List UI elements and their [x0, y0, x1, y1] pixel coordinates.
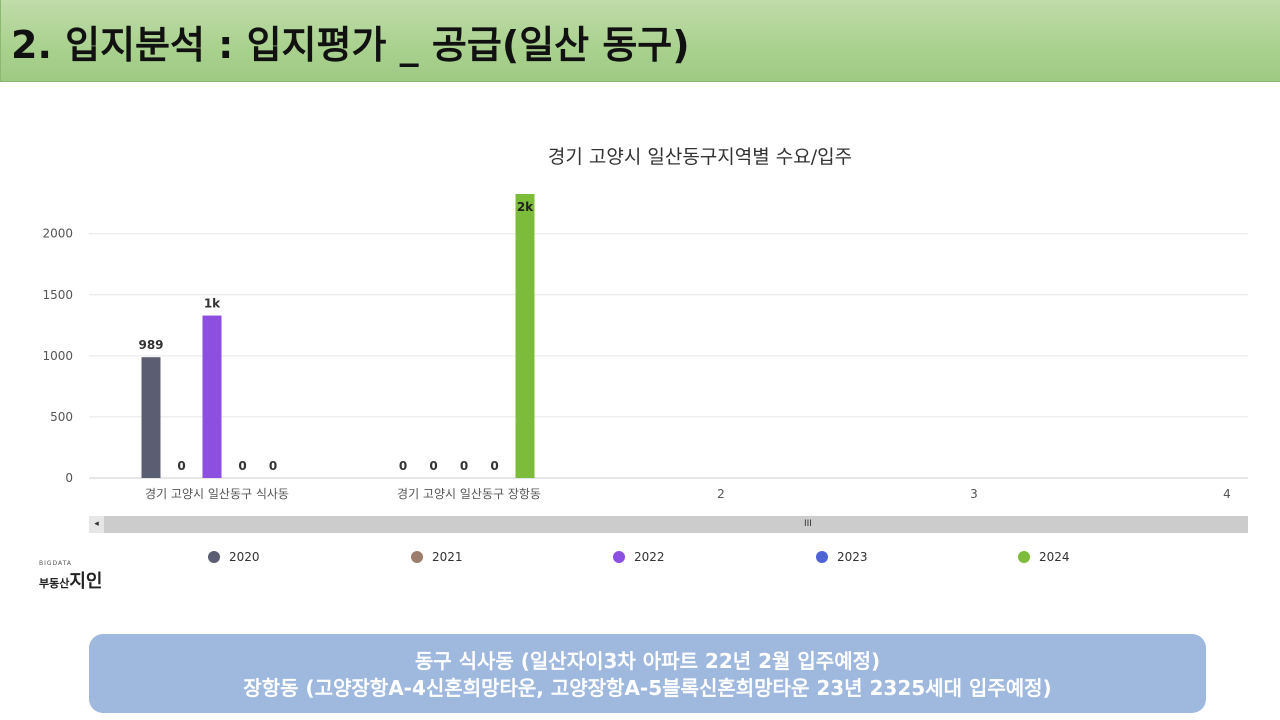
x-axis: 경기 고양시 일산동구 식사동 경기 고양시 일산동구 장항동 2 3 4 [145, 487, 1231, 501]
chart-scrollbar[interactable]: ◂ III [89, 516, 1248, 533]
data-label: 0 [460, 459, 468, 473]
legend-label[interactable]: 2020 [229, 550, 260, 564]
bar[interactable] [202, 315, 222, 478]
legend-marker[interactable] [816, 551, 828, 563]
data-label: 0 [399, 459, 407, 473]
scroll-grip-icon[interactable]: III [804, 519, 812, 529]
legend-label[interactable]: 2022 [634, 550, 665, 564]
title-bar: 2. 입지분석 : 입지평가 _ 공급(일산 동구) [0, 0, 1280, 82]
data-label: 2k [517, 200, 534, 214]
y-tick-label: 1000 [42, 349, 73, 363]
page-title: 2. 입지분석 : 입지평가 _ 공급(일산 동구) [11, 23, 690, 67]
data-label: 0 [238, 459, 246, 473]
data-label: 0 [429, 459, 437, 473]
note-line: 장항동 (고양장항A-4신혼희망타운, 고양장항A-5블록신혼희망타운 23년 … [243, 676, 1052, 700]
scroll-left-arrow-icon[interactable]: ◂ [89, 516, 104, 533]
brand-logo: BIGDATA 부동산지인 [37, 560, 111, 592]
x-tick-label: 4 [1223, 487, 1231, 501]
data-label: 989 [138, 338, 163, 352]
note-line: 동구 식사동 (일산자이3차 아파트 22년 2월 입주예정) [414, 649, 881, 673]
legend-marker[interactable] [613, 551, 625, 563]
data-labels: 989 0 0 0 1k 0 0 0 0 2k [138, 200, 534, 473]
bar[interactable] [515, 194, 535, 478]
x-tick-label: 경기 고양시 일산동구 식사동 [145, 487, 289, 501]
data-label: 0 [177, 459, 185, 473]
legend-label[interactable]: 2024 [1039, 550, 1070, 564]
legend-marker[interactable] [1018, 551, 1030, 563]
data-label: 0 [269, 459, 277, 473]
y-tick-label: 1500 [42, 288, 73, 302]
y-tick-label: 0 [65, 471, 73, 485]
logo-accent-text: 지인 [69, 571, 103, 592]
x-tick-label: 경기 고양시 일산동구 장항동 [397, 487, 541, 501]
data-label: 0 [490, 459, 498, 473]
bar[interactable] [141, 357, 161, 478]
legend-label[interactable]: 2021 [432, 550, 463, 564]
legend-marker[interactable] [208, 551, 220, 563]
y-tick-label: 2000 [42, 227, 73, 241]
x-tick-label: 3 [970, 487, 978, 501]
logo-caption: BIGDATA [39, 560, 72, 567]
logo-wordmark: 부동산지인 [39, 567, 103, 593]
legend: 2020 2021 2022 2023 2024 [208, 550, 1070, 564]
chart-title: 경기 고양시 일산동구지역별 수요/입주 [548, 146, 852, 168]
chart-grid [89, 233, 1248, 479]
logo-text: 부동산 [39, 577, 70, 590]
x-tick-label: 2 [717, 487, 725, 501]
y-tick-label: 500 [50, 410, 73, 424]
data-label: 1k [204, 297, 221, 311]
y-axis: 0 500 1000 1500 2000 [42, 227, 73, 485]
bar-series [141, 194, 535, 478]
legend-marker[interactable] [411, 551, 423, 563]
summary-note: 동구 식사동 (일산자이3차 아파트 22년 2월 입주예정) 장항동 (고양장… [89, 634, 1206, 713]
legend-label[interactable]: 2023 [837, 550, 868, 564]
